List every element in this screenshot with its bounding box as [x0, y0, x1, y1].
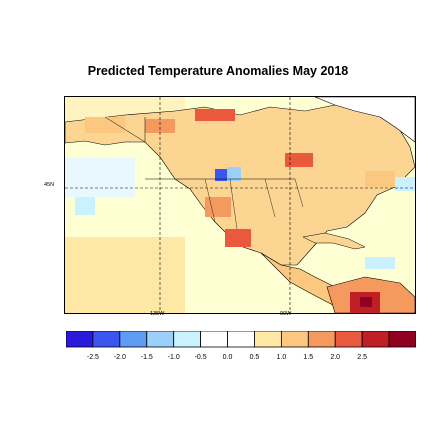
colorbar-tick-label: -2.0	[113, 354, 126, 361]
colorbar-swatch	[227, 331, 255, 348]
colorbar-tick-label: 0.0	[222, 354, 233, 361]
lon-label-135w: 135W	[150, 311, 165, 317]
prairie-cool-anomaly	[215, 169, 227, 181]
south-america-strong-anomaly	[360, 297, 372, 307]
colorbar-tick-label: 1.5	[303, 354, 314, 361]
tropical-atlantic-cool-anomaly	[365, 257, 395, 269]
lat-label-45n: 45N	[44, 182, 55, 188]
colorbar-swatch	[334, 331, 363, 348]
greenland	[314, 97, 415, 143]
colorbar-tick-label: 0.5	[249, 354, 260, 361]
prairie-light-cool-anomaly	[227, 167, 241, 181]
canada-provincial-lines	[104, 116, 146, 143]
colorbar-swatch	[146, 331, 175, 348]
alaska-warm-anomaly	[85, 117, 125, 133]
colorbar-swatch	[66, 331, 94, 348]
colorbar-tick-label: -1.5	[140, 354, 153, 361]
map-title: Predicted Temperature Anomalies May 2018	[87, 64, 349, 78]
state-lines	[204, 178, 304, 230]
colorbar-swatch	[92, 331, 121, 348]
colorbar-tick-label: -0.5	[194, 354, 207, 361]
colorbar-swatch	[388, 331, 416, 348]
colorbar-tick-label: 1.0	[276, 354, 287, 361]
arctic-warm-anomaly	[195, 109, 235, 121]
colorbar-swatch	[119, 331, 148, 348]
anomaly-map	[64, 96, 416, 314]
mexico-warm-anomaly	[225, 229, 251, 247]
colorbar-swatch	[280, 331, 309, 348]
colorbar-swatch	[173, 331, 202, 348]
north-atlantic-cool-anomaly	[395, 177, 415, 191]
east-pacific-cool-anomaly	[75, 197, 95, 215]
atlantic-warm-anomaly	[365, 171, 395, 187]
yukon-warm-anomaly	[145, 119, 175, 133]
caribbean-islands	[302, 232, 366, 250]
hudson-warm-anomaly	[285, 153, 313, 167]
colorbar-tick-label: -2.5	[86, 354, 99, 361]
tropical-pacific-field	[65, 237, 185, 313]
colorbar-swatch	[254, 331, 282, 348]
southwest-warm-anomaly	[205, 197, 231, 217]
lon-label-90w: 90W	[280, 311, 292, 317]
colorbar-swatch	[307, 331, 336, 348]
anomaly-map-svg	[65, 97, 415, 313]
colorbar	[66, 331, 416, 348]
colorbar-swatch	[200, 331, 228, 348]
colorbar-tick-label: 2.0	[330, 354, 341, 361]
colorbar-swatch	[361, 331, 390, 348]
colorbar-tick-label: -1.0	[167, 354, 180, 361]
pacific-cool-field	[65, 157, 135, 197]
colorbar-tick-label: 2.5	[357, 354, 367, 361]
